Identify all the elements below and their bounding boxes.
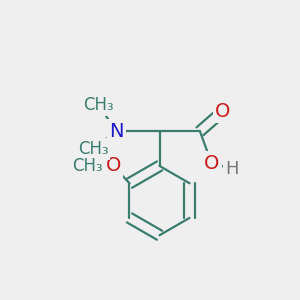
Text: CH₃: CH₃ bbox=[72, 157, 103, 175]
Text: H: H bbox=[225, 160, 238, 178]
Text: O: O bbox=[204, 154, 219, 172]
Text: CH₃: CH₃ bbox=[84, 96, 114, 114]
Text: N: N bbox=[109, 122, 124, 141]
Text: CH₃: CH₃ bbox=[78, 140, 108, 158]
Text: O: O bbox=[106, 156, 121, 176]
Text: O: O bbox=[215, 102, 231, 121]
